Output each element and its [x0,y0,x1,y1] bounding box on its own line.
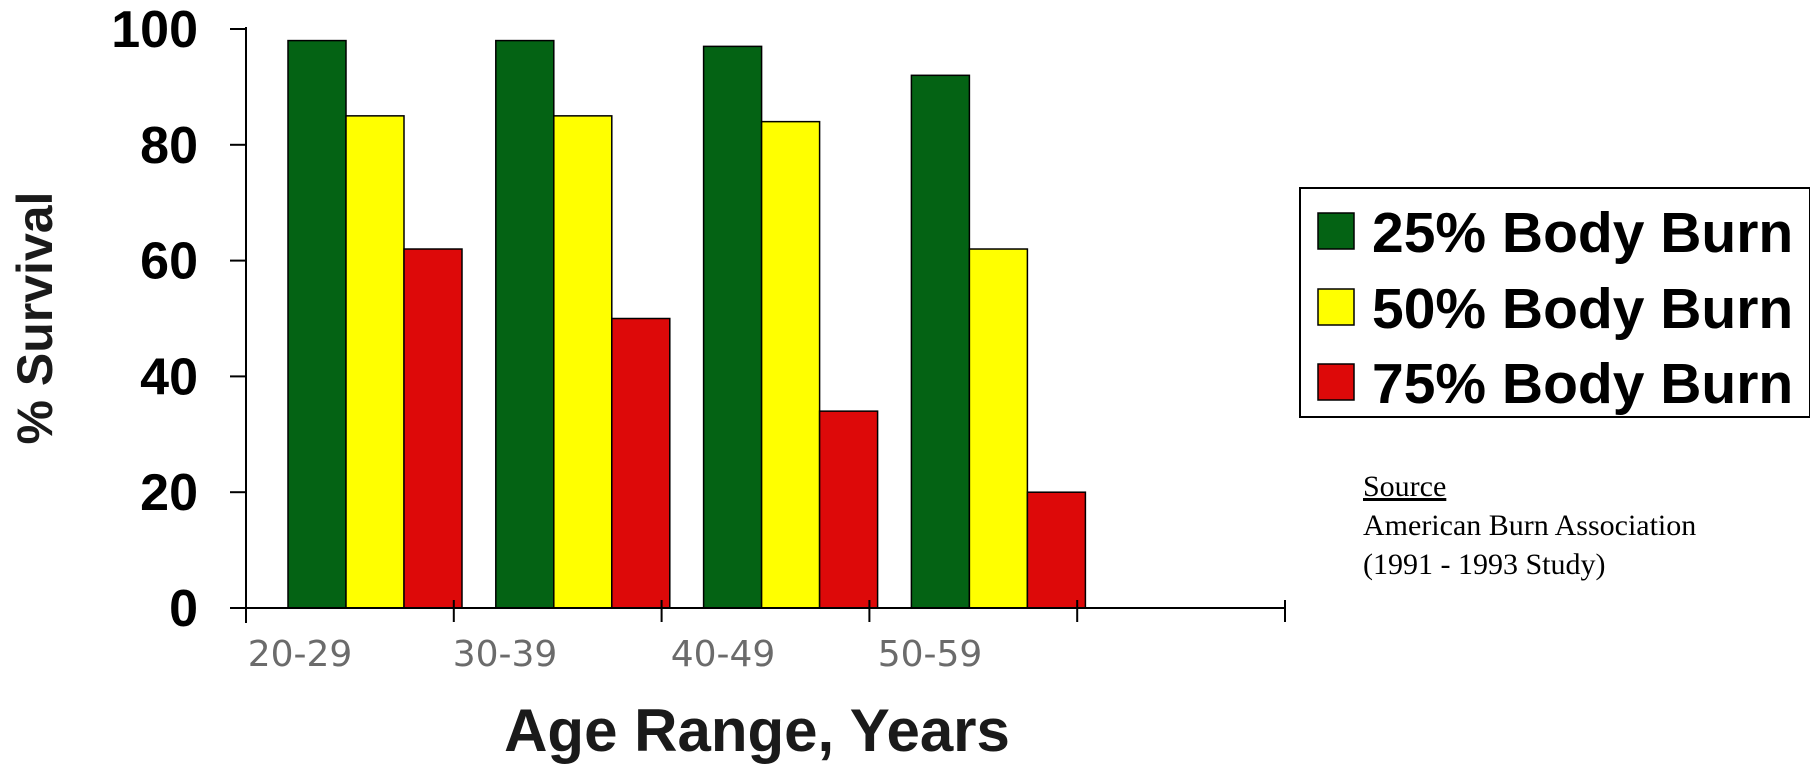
bar-1-4 [910,74,971,609]
legend-frame [1299,187,1810,418]
legend-swatch-1 [1317,212,1355,250]
legend-swatch-3 [1317,363,1355,401]
legend-label-2: 50% Body Burn [1372,277,1793,341]
bar-2-3 [760,120,821,609]
bar-2-2 [553,115,613,609]
source-note: Source American Burn Association (1991 -… [1363,470,1696,581]
axes-group [230,27,1286,623]
bar-3-4 [1026,491,1087,609]
source-title: Source [1363,470,1446,503]
x-tick-label-2: 30-39 [453,634,558,675]
x-tick-label-1: 20-29 [248,634,353,675]
source-line-1: American Burn Association [1363,509,1696,542]
source-line-2: (1991 - 1993 Study) [1363,548,1606,581]
y-tick-label-100: 100 [111,1,198,59]
bar-1-2 [495,39,555,609]
bar-1-3 [702,45,763,609]
bar-3-3 [818,410,879,609]
x-tick-label-4: 50-59 [878,634,983,675]
bar-3-1 [403,248,463,609]
legend: 25% Body Burn 50% Body Burn 75% Body Burn [1299,187,1810,418]
y-tick-labels: 0 20 40 60 80 100 [111,1,198,638]
y-tick-label-40: 40 [140,348,198,406]
legend-label-3: 75% Body Burn [1372,352,1793,416]
x-tick-labels: 20-29 30-39 40-49 50-59 [248,634,983,675]
bar-3-2 [611,317,671,609]
y-axis-title: % Survival [7,192,63,445]
bar-1-1 [287,39,347,609]
bar-2-1 [345,115,405,609]
legend-label-1: 25% Body Burn [1372,201,1793,265]
y-tick-label-60: 60 [140,233,198,291]
y-tick-label-80: 80 [140,117,198,175]
bars-group [287,39,1087,609]
legend-swatch-2 [1317,288,1355,326]
y-tick-label-20: 20 [140,464,198,522]
x-axis-title: Age Range, Years [504,697,1010,764]
y-tick-label-0: 0 [169,580,198,638]
x-tick-label-3: 40-49 [671,634,776,675]
bar-2-4 [968,248,1029,609]
